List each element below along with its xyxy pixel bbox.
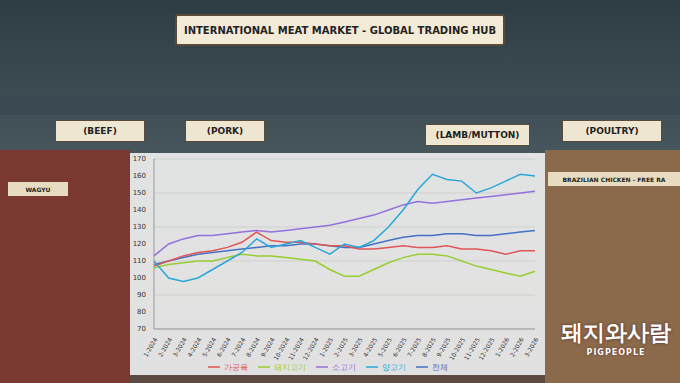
svg-text:160: 160 [133,172,146,180]
svg-text:4-2024: 4-2024 [185,336,203,358]
svg-text:90: 90 [137,291,146,299]
svg-text:3-2024: 3-2024 [171,336,188,358]
svg-text:3-2025: 3-2025 [347,336,364,358]
html-text:(BEEF): (BEEF) [83,126,117,136]
svg-text:2-2026: 2-2026 [508,336,525,358]
svg-text:11-2025: 11-2025 [462,336,481,362]
html-text:WAGYU: WAGYU [25,185,51,193]
svg-text:9-2025: 9-2025 [434,336,452,358]
svg-text:12-2024: 12-2024 [301,336,320,361]
svg-text:10-2025: 10-2025 [447,336,467,362]
html-text:(POULTRY): (POULTRY) [585,126,639,136]
svg-text:2-2024: 2-2024 [156,336,174,358]
svg-text:6-2024: 6-2024 [215,336,232,358]
svg-text:1-2024: 1-2024 [141,336,159,358]
svg-text:110: 110 [133,257,146,265]
svg-text:9-2024: 9-2024 [259,336,276,358]
html-text:BRAZILIAN CHICKEN - FREE RA: BRAZILIAN CHICKEN - FREE RA [562,175,666,183]
svg-text:12-2025: 12-2025 [477,336,496,361]
html-text:돼지와사람: 돼지와사람 [561,320,671,345]
svg-text:3-2026: 3-2026 [523,336,540,358]
svg-text:6-2025: 6-2025 [391,336,408,358]
svg-text:1-2026: 1-2026 [493,336,511,358]
svg-text:11-2024: 11-2024 [286,336,306,362]
html-text:가공육: 가공육 [223,362,248,372]
svg-text:8-2024: 8-2024 [244,336,262,358]
svg-text:170: 170 [133,155,146,163]
html-text:소고기: 소고기 [331,362,356,372]
svg-text:150: 150 [133,189,146,197]
svg-text:70: 70 [137,325,146,333]
svg-text:140: 140 [133,206,146,214]
svg-text:7-2024: 7-2024 [229,336,247,358]
svg-text:1-2025: 1-2025 [317,336,335,358]
html-text:PIGPEOPLE: PIGPEOPLE [586,348,646,357]
svg-text:2-2025: 2-2025 [332,336,350,358]
svg-text:130: 130 [133,223,146,231]
html-text:(LAMB/MUTTON): (LAMB/MUTTON) [435,130,520,140]
svg-text:5-2025: 5-2025 [376,336,393,358]
html-text:양고기: 양고기 [381,362,406,372]
svg-text:80: 80 [137,308,146,316]
svg-text:5-2024: 5-2024 [200,336,218,358]
svg-text:120: 120 [133,240,146,248]
html-text:전체: 전체 [431,362,448,372]
html-text:INTERNATIONAL MEAT MARKET - GL: INTERNATIONAL MEAT MARKET - GLOBAL TRADI… [183,24,497,36]
svg-text:10-2024: 10-2024 [271,336,291,362]
svg-text:8-2025: 8-2025 [420,336,437,358]
html-text:(PORK): (PORK) [206,126,244,136]
svg-text:4-2025: 4-2025 [361,336,379,358]
svg-text:100: 100 [133,274,146,282]
svg-text:7-2025: 7-2025 [405,336,423,358]
html-text:돼지고기: 돼지고기 [273,362,306,372]
